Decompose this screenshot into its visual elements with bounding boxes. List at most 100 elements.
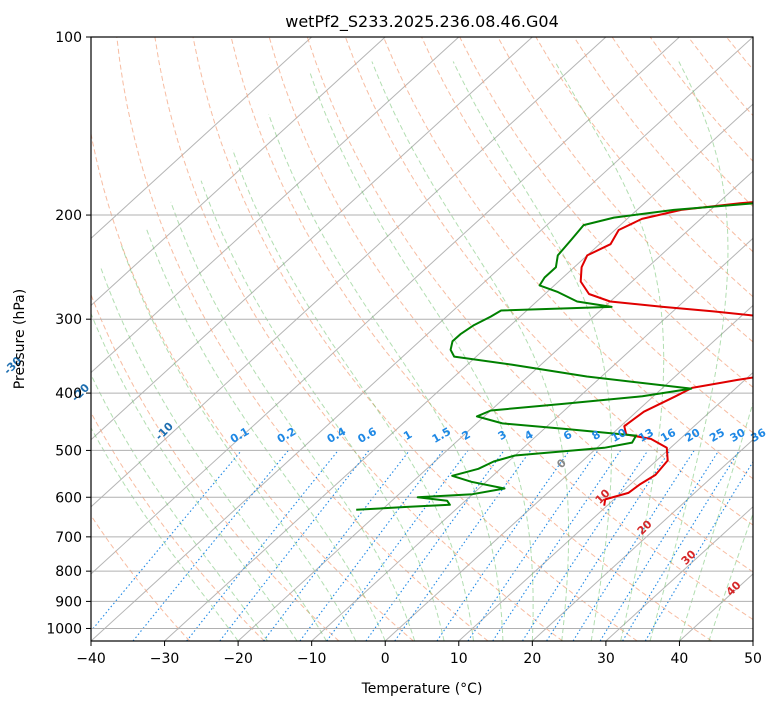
y-tick-label: 500 xyxy=(55,443,82,459)
y-tick-label: 900 xyxy=(55,594,82,610)
mixing-ratio-line xyxy=(394,450,532,641)
mixing-ratio-label: 2 xyxy=(460,428,473,443)
y-tick-label: 200 xyxy=(55,208,82,224)
y-tick-label: 800 xyxy=(55,564,82,580)
y-axis: 1000 900 800 700 600 500 400 300 200 100 xyxy=(46,30,91,637)
x-axis: −40 −30 −20 −10 0 10 20 30 40 50 xyxy=(76,641,762,667)
mixing-ratio-label: 1.5 xyxy=(430,425,453,446)
mixing-ratio-line xyxy=(546,450,671,641)
dry-adiabat-line xyxy=(573,37,753,253)
isotherm-line xyxy=(458,371,753,641)
moist-adiabat-line xyxy=(100,267,327,641)
chart-title: wetPf2_S233.2025.236.08.46.G04 xyxy=(285,12,559,32)
dry-adiabat-label: -10 xyxy=(153,420,176,443)
mixing-ratio-line xyxy=(599,450,720,641)
mixing-ratio-line xyxy=(219,450,370,641)
mixing-ratio-line xyxy=(467,450,599,641)
dry-adiabat-line xyxy=(765,37,775,641)
moist-adiabat-label: 30 xyxy=(679,547,699,567)
moist-adiabat-line xyxy=(91,426,239,641)
mixing-ratio-label: 0.1 xyxy=(228,425,251,446)
moist-adiabat-line xyxy=(91,312,298,641)
isotherm-line xyxy=(605,506,753,641)
moist-adiabat-line xyxy=(309,72,534,641)
isotherm-line xyxy=(237,170,753,641)
moist-adiabat-line xyxy=(170,201,416,641)
moist-adiabat-line xyxy=(91,373,268,641)
mixing-ratio-label: 25 xyxy=(707,426,727,445)
moist-adiabat-line xyxy=(452,61,612,641)
mixing-ratio-label: 0.2 xyxy=(275,425,298,446)
mixing-ratio-label: 1 xyxy=(401,428,414,443)
dry-adiabat-line xyxy=(535,37,753,298)
dry-adiabat-line xyxy=(154,37,563,641)
isotherm-line xyxy=(164,103,753,641)
isotherm-line xyxy=(91,37,460,374)
y-tick-label: 700 xyxy=(55,530,82,546)
sounding-series xyxy=(356,201,753,511)
isotherm-line xyxy=(91,37,753,641)
mixing-ratio-line xyxy=(132,450,289,641)
mixing-ratio-label: 36 xyxy=(748,426,768,445)
dry-adiabat-line xyxy=(497,37,753,343)
mixing-ratio-label: 8 xyxy=(590,428,603,443)
moist-adiabat-line xyxy=(554,61,665,641)
x-tick-label: −40 xyxy=(76,651,106,667)
moist-adiabat-line xyxy=(145,227,386,641)
dry-adiabat-line xyxy=(726,37,753,71)
dry-adiabat-line xyxy=(91,514,191,641)
x-tick-label: 30 xyxy=(597,651,615,667)
y-tick-label: 600 xyxy=(55,490,82,506)
dry-adiabat-line xyxy=(687,37,753,117)
mixing-ratio-label: 0.6 xyxy=(356,425,380,446)
moist-adiabat-label: 40 xyxy=(724,578,744,598)
y-tick-label: 400 xyxy=(55,386,82,402)
dewpoint-profile-line xyxy=(356,202,753,511)
x-tick-label: 20 xyxy=(523,651,541,667)
mixing-ratio-line xyxy=(522,450,649,641)
moist-adiabat-label: 0 xyxy=(554,456,569,471)
y-axis-label: Pressure (hPa) xyxy=(12,289,28,389)
y-tick-label: 1000 xyxy=(46,621,82,637)
mixing-ratio-line xyxy=(263,450,410,641)
adiabat-labels: -100-90-80-70-60-50-40-30-20-10010203040… xyxy=(1,354,768,599)
mixing-ratio-line xyxy=(326,450,469,641)
moist-adiabat-line xyxy=(678,401,753,641)
dry-adiabat-line xyxy=(192,37,638,641)
mixing-ratio-line xyxy=(91,450,242,632)
mixing-ratio-line xyxy=(186,450,339,641)
mixing-ratio-label: 10 xyxy=(609,426,629,445)
mixing-ratio-label: 20 xyxy=(683,426,703,445)
moist-adiabat-line xyxy=(649,61,729,641)
mixing-ratio-line xyxy=(365,450,505,641)
dry-adiabat-line xyxy=(91,411,265,641)
isotherm-line xyxy=(91,37,533,441)
pressure-grid xyxy=(91,37,753,629)
moist-adiabat-line xyxy=(708,512,753,641)
x-tick-label: 10 xyxy=(450,651,468,667)
dry-adiabat-line xyxy=(230,37,713,641)
dry-adiabat-line xyxy=(306,37,753,573)
moist-adiabat-line xyxy=(371,61,570,641)
dry-adiabat-line xyxy=(611,37,753,208)
x-tick-label: 0 xyxy=(381,651,390,667)
mixing-ratio-label: 13 xyxy=(636,426,656,445)
mixing-ratio-label: 30 xyxy=(728,426,748,445)
background-lines xyxy=(91,37,775,641)
y-tick-label: 300 xyxy=(55,312,82,328)
x-axis-label: Temperature (°C) xyxy=(361,681,483,697)
dry-adiabat-line xyxy=(268,37,753,621)
moist-adiabat-line xyxy=(120,245,357,641)
isotherm-line xyxy=(91,37,386,307)
plot-frame xyxy=(90,36,754,642)
x-tick-label: −10 xyxy=(297,651,327,667)
isotherm-line xyxy=(531,438,753,641)
x-tick-label: −20 xyxy=(223,651,253,667)
mixing-ratio-line xyxy=(299,450,444,641)
isotherm-line xyxy=(752,640,753,641)
moist-adiabat-label: 20 xyxy=(635,517,655,537)
dry-adiabat-line xyxy=(421,37,753,434)
x-tick-label: 50 xyxy=(744,651,762,667)
dry-adiabat-line xyxy=(116,37,489,641)
